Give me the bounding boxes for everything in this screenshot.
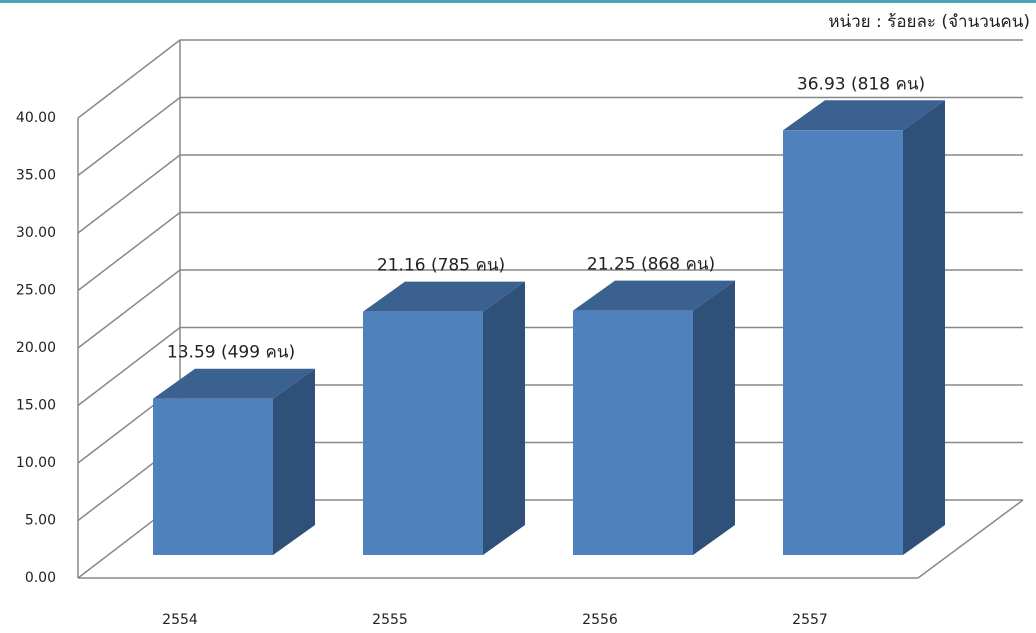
data-label: 21.25 (868 คน) <box>587 255 715 275</box>
unit-note: หน่วย : ร้อยละ (จำนวนคน) <box>828 12 1030 32</box>
x-tick-label: 2555 <box>372 612 408 628</box>
y-tick-label: 35.00 <box>16 168 56 184</box>
x-tick-label: 2556 <box>582 612 618 628</box>
grid-line <box>77 211 1023 292</box>
floor-right <box>917 499 1024 579</box>
data-label: 36.93 (818 คน) <box>797 74 925 94</box>
data-label: 13.59 (499 คน) <box>167 343 295 363</box>
x-tick-label: 2554 <box>162 612 198 628</box>
bar-side <box>903 100 945 556</box>
top-bar <box>0 0 1036 3</box>
bar-top <box>573 280 735 311</box>
bar-side <box>273 368 315 555</box>
y-tick-label: 20.00 <box>16 340 56 356</box>
y-tick-label: 30.00 <box>16 225 56 241</box>
bar-top <box>363 281 525 312</box>
y-tick-label: 40.00 <box>16 110 56 126</box>
bar <box>153 398 273 555</box>
bar <box>573 310 693 555</box>
grid-line <box>77 39 1023 119</box>
bar <box>363 311 483 555</box>
x-tick-label: 2557 <box>792 612 828 628</box>
bar-top <box>153 368 315 399</box>
y-tick-label: 15.00 <box>16 398 56 414</box>
bar <box>783 130 903 555</box>
y-tick-label: 5.00 <box>25 513 56 529</box>
data-label: 21.16 (785 คน) <box>377 256 505 276</box>
grid-line <box>77 326 1023 407</box>
y-tick-label: 25.00 <box>16 283 56 299</box>
y-tick-label: 10.00 <box>16 455 56 471</box>
grid-line <box>77 269 1023 349</box>
bar-side <box>693 280 735 555</box>
grid-line <box>77 96 1023 177</box>
bar-top <box>783 100 945 131</box>
bar-side <box>483 281 525 555</box>
grid-line <box>77 154 1023 234</box>
y-tick-label: 0.00 <box>25 570 56 586</box>
